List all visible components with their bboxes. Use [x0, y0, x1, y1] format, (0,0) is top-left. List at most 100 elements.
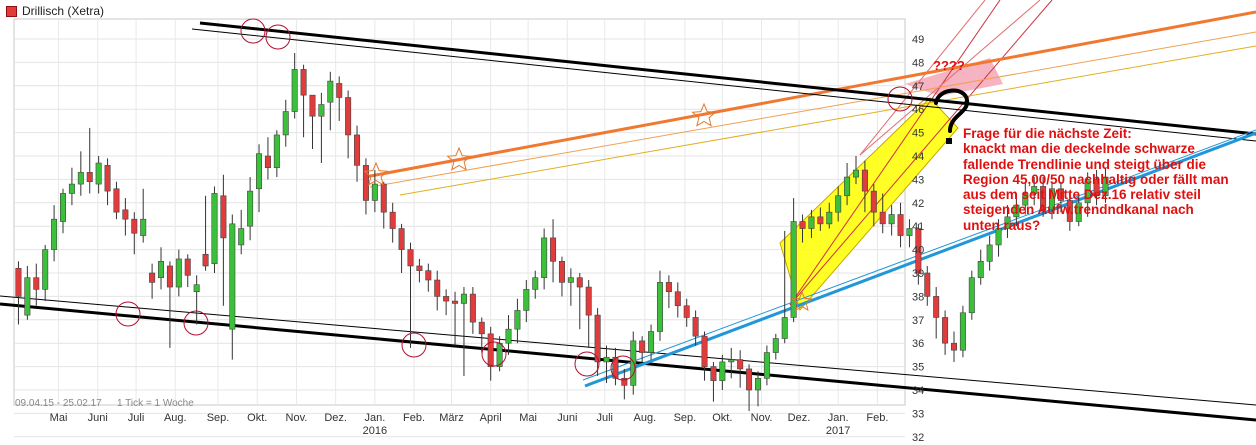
analysis-note: Frage für die nächste Zeit: knackt man d… — [963, 126, 1229, 233]
annotation-marks — [115, 18, 970, 381]
y-tick-label: 39 — [912, 268, 924, 280]
candle-up — [888, 214, 895, 225]
candle-down — [354, 134, 361, 166]
candle-down — [1040, 186, 1047, 211]
candle-up — [291, 69, 298, 112]
candle-down — [131, 218, 138, 234]
x-tick-label: Jan. — [828, 412, 849, 424]
x-tick-label: März — [439, 412, 463, 424]
candle-down — [362, 165, 369, 201]
y-tick-label: 45 — [912, 128, 924, 140]
x-tick-label: Juni — [88, 412, 108, 424]
x-tick-label: Nov. — [286, 412, 308, 424]
legend-swatch — [6, 5, 17, 17]
candle-down — [478, 321, 485, 335]
candle-down — [469, 293, 476, 323]
circle-marker — [401, 332, 427, 358]
candle-down — [443, 296, 450, 302]
candle-up — [835, 195, 842, 213]
candle-down — [639, 340, 646, 353]
x-tick-label: Sep. — [674, 412, 697, 424]
y-tick-label: 36 — [912, 338, 924, 350]
y-tick-label: 41 — [912, 221, 924, 233]
candle-down — [122, 209, 129, 220]
candle-up — [1075, 202, 1082, 222]
candle-up — [906, 228, 913, 236]
candle-down — [924, 272, 931, 297]
candle-down — [202, 253, 209, 267]
candle-down — [264, 155, 271, 168]
x-year-label: 2017 — [826, 425, 850, 437]
candle-down — [933, 296, 940, 318]
candle-up — [808, 216, 815, 229]
candle-up — [826, 211, 833, 225]
candle-down — [683, 305, 690, 318]
candle-up — [1049, 188, 1056, 211]
candle-up — [229, 223, 236, 330]
candle-up — [371, 183, 378, 201]
candle-down — [1057, 188, 1064, 201]
candle-down — [389, 211, 396, 229]
candle-down — [113, 188, 120, 213]
candle-up — [273, 134, 280, 169]
candle-up — [995, 228, 1002, 246]
y-tick-label: 38 — [912, 291, 924, 303]
x-tick-label: Juni — [557, 412, 577, 424]
candle-down — [870, 190, 877, 213]
red-ray — [789, 0, 1001, 306]
circle-marker — [265, 24, 291, 50]
x-tick-label: Juli — [596, 412, 613, 424]
y-tick-label: 34 — [912, 385, 924, 397]
candle-up — [256, 153, 263, 190]
orange-mid-trendline — [369, 31, 1256, 188]
candle-up — [656, 282, 663, 332]
candle-up — [968, 277, 975, 314]
x-tick-label: Feb. — [866, 412, 888, 424]
candle-up — [505, 328, 512, 344]
candle-down — [594, 314, 601, 363]
y-tick-label: 37 — [912, 315, 924, 327]
candle-down — [407, 249, 414, 267]
question-marks-annotation: ???? — [933, 58, 965, 73]
candle-up — [238, 228, 245, 246]
candle-down — [817, 216, 824, 225]
candle-down — [710, 366, 717, 381]
candle-up — [77, 172, 84, 185]
x-tick-label: Juli — [128, 412, 145, 424]
y-tick-label: 35 — [912, 362, 924, 374]
candle-up — [158, 260, 165, 278]
plot-frame — [13, 18, 906, 406]
candle-up — [1004, 216, 1011, 229]
candle-up — [977, 260, 984, 278]
candle-down — [861, 169, 868, 192]
candle-up — [318, 104, 325, 117]
pink-breakout-zone — [905, 58, 1003, 96]
candle-up — [648, 331, 655, 353]
x-tick-label: Dez. — [788, 412, 811, 424]
legend-label: Drillisch (Xetra) — [22, 4, 105, 18]
candle-down — [1093, 179, 1100, 197]
x-axis: Mai Juni Juli Aug. Sep. Okt. Nov. Dez. Jan.2016F… — [50, 412, 889, 437]
candle-down — [86, 172, 93, 183]
candle-up — [852, 169, 859, 178]
candle-up — [1022, 193, 1029, 206]
y-tick-label: 33 — [912, 408, 924, 420]
x-tick-label: Mai — [50, 412, 68, 424]
candle-up — [1084, 179, 1091, 204]
circle-marker — [887, 86, 913, 112]
upper-falling-trendline-thin — [191, 28, 1256, 142]
candle-up — [603, 356, 610, 363]
candle-up — [630, 340, 637, 386]
candle-up — [514, 310, 521, 330]
candle-down — [104, 165, 111, 192]
gold-trendline — [399, 45, 1256, 196]
period-label: 09.04.15 - 25.02.17 — [15, 398, 102, 409]
candle-down — [585, 286, 592, 316]
candle-down — [166, 265, 173, 288]
x-tick-label: Sep. — [207, 412, 230, 424]
candle-down — [612, 356, 619, 379]
red-ray — [859, 0, 986, 156]
y-tick-label: 43 — [912, 174, 924, 186]
candle-up — [754, 377, 761, 391]
x-tick-label: Jan. — [364, 412, 385, 424]
